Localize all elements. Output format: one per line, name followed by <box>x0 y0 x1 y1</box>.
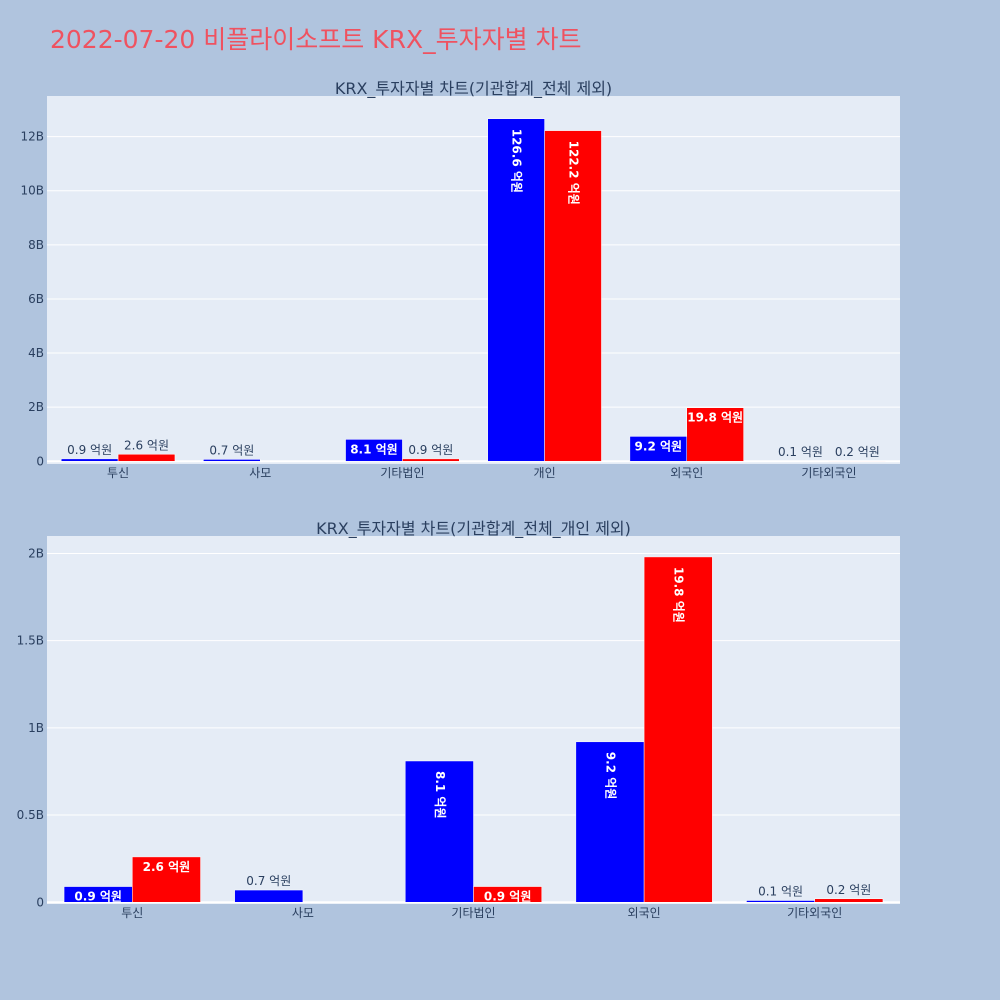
bar-series-b <box>686 407 744 462</box>
page-title: 2022-07-20 비플라이소프트 KRX_투자자별 차트 <box>50 25 582 54</box>
y-tick-label: 0.5B <box>17 808 44 822</box>
y-tick-label: 1.5B <box>17 634 44 648</box>
data-label: 9.2 억원 <box>603 752 617 800</box>
bar-series-a <box>746 900 815 903</box>
data-label: 9.2 억원 <box>635 439 683 453</box>
data-label: 19.8 억원 <box>672 567 686 623</box>
data-label: 0.1 억원 <box>778 445 823 459</box>
x-tick-label: 외국인 <box>670 466 703 480</box>
y-tick-label: 4B <box>28 346 44 360</box>
y-tick-label: 6B <box>28 292 44 306</box>
data-label: 8.1 억원 <box>350 442 398 456</box>
y-tick-label: 8B <box>28 238 44 252</box>
data-label: 122.2 억원 <box>567 141 581 205</box>
data-label: 2.6 억원 <box>124 438 169 452</box>
bar-series-b <box>132 856 201 903</box>
data-label: 2.6 억원 <box>143 860 191 874</box>
x-tick-label: 사모 <box>292 906 314 920</box>
data-label: 0.9 억원 <box>408 443 453 457</box>
y-tick-label: 0 <box>36 895 44 909</box>
data-label: 0.9 억원 <box>484 890 532 904</box>
chart-investor-all: 0 2B 4B 6B 8B 10B 12B KRX_투자자별 차트(기관합계_전체 제외) 투신… <box>20 79 900 480</box>
data-label: 126.6 억원 <box>510 129 524 193</box>
bar-series-a <box>629 436 688 462</box>
bar-series-a <box>203 459 261 462</box>
x-tick-label: 투신 <box>107 466 129 480</box>
x-tick-label: 개인 <box>534 466 556 480</box>
bar-series-a <box>575 741 645 903</box>
x-tick-label: 기타법인 <box>451 906 495 920</box>
bar-series-a <box>405 760 474 903</box>
bar-series-a <box>345 439 403 462</box>
x-tick-label: 기타법인 <box>380 466 424 480</box>
data-label: 0.9 억원 <box>67 443 112 457</box>
bar-series-a <box>234 889 304 903</box>
data-label: 0.7 억원 <box>209 443 254 457</box>
x-tick-label: 외국인 <box>628 906 661 920</box>
bar-series-b <box>544 130 602 462</box>
bar-series-a <box>60 458 119 462</box>
plot-area <box>47 96 900 464</box>
data-label: 0.1 억원 <box>758 885 803 899</box>
chart-title: KRX_투자자별 차트(기관합계_전체 제외) <box>335 79 612 99</box>
bar-series-b <box>117 454 176 462</box>
data-label: 19.8 억원 <box>687 411 743 425</box>
chart-title: KRX_투자자별 차트(기관합계_전체_개인 제외) <box>316 519 631 539</box>
chart-investor-excl-individual: 0 0.5B 1B 1.5B 2B KRX_투자자별 차트(기관합계_전체_개인 제외) 투… <box>17 519 900 920</box>
x-tick-label: 기타외국인 <box>787 906 842 920</box>
bar-series-a <box>487 118 545 462</box>
bar-series-b <box>473 886 542 903</box>
bar-series-b <box>402 458 460 462</box>
y-tick-label: 2B <box>28 546 44 560</box>
x-tick-label: 사모 <box>249 466 271 480</box>
y-tick-label: 2B <box>28 400 44 414</box>
y-tick-label: 0 <box>36 454 44 468</box>
x-tick-label: 투신 <box>121 906 143 920</box>
data-label: 0.7 억원 <box>246 874 291 888</box>
y-tick-label: 12B <box>20 130 44 144</box>
bar-series-b <box>643 556 713 903</box>
bar-series-b <box>814 898 884 903</box>
data-label: 0.2 억원 <box>826 883 871 897</box>
data-label: 0.2 억원 <box>835 445 880 459</box>
y-tick-label: 10B <box>20 184 44 198</box>
data-label: 8.1 억원 <box>433 771 447 819</box>
data-label: 0.9 억원 <box>74 890 122 904</box>
bar-series-b <box>828 460 887 462</box>
y-tick-label: 1B <box>28 721 44 735</box>
x-tick-label: 기타외국인 <box>801 466 856 480</box>
